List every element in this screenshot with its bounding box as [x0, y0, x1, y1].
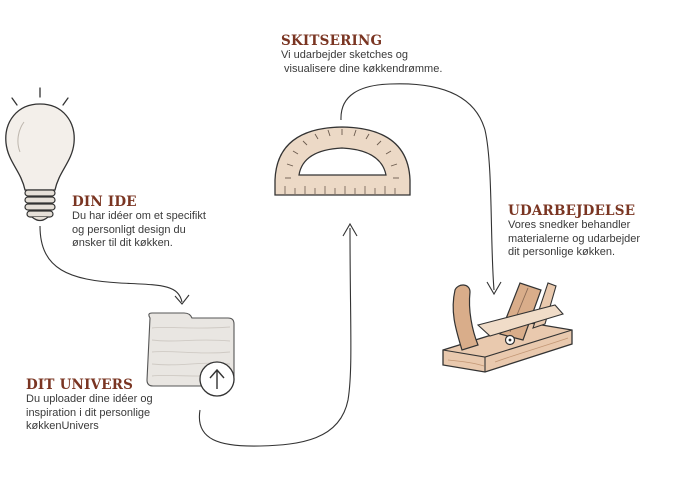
folder-upload-icon	[146, 312, 235, 397]
step-idea-line: ønsker til dit køkken.	[72, 237, 173, 249]
step-sketch-line: visualisere dine køkkendrømme.	[281, 62, 443, 75]
step-sketch-line: Vi udarbejder sketches og	[281, 49, 408, 61]
step-univers-line: køkkenUnivers	[26, 420, 99, 432]
step-make: UDARBEJDELSE Vores snedker behandler mat…	[508, 203, 676, 260]
wood-plane-icon	[442, 282, 573, 373]
step-univers-text: Du uploader dine idéer og inspiration i …	[26, 393, 216, 434]
step-make-line: dit personlige køkken.	[508, 246, 615, 258]
step-univers-line: inspiration i dit personlige	[26, 406, 151, 419]
step-univers-title: DIT UNIVERS	[26, 377, 134, 393]
step-make-line: Vores snedker behandler	[508, 219, 631, 231]
step-make-text: Vores snedker behandler materialerne og …	[508, 219, 676, 260]
connector-sketch-to-make	[340, 83, 495, 291]
step-make-line: materialerne og udarbejder	[508, 232, 641, 245]
step-idea-title: DIN IDE	[72, 194, 137, 210]
lightbulb-icon	[5, 87, 75, 222]
protractor-icon	[274, 126, 411, 196]
step-idea-line: og personligt design du	[72, 223, 186, 236]
step-idea: DIN IDE Du har idéer om et specifikt og …	[72, 194, 262, 251]
connector-univers-to-sketch	[198, 227, 352, 447]
step-idea-text: Du har idéer om et specifikt og personli…	[72, 210, 262, 251]
connector-idea-to-univers	[39, 225, 183, 303]
step-sketch: SKITSERING Vi udarbejder sketches og vis…	[281, 33, 521, 76]
step-make-title: UDARBEJDELSE	[508, 203, 636, 219]
step-univers: DIT UNIVERS Du uploader dine idéer og in…	[26, 377, 216, 434]
step-sketch-title: SKITSERING	[281, 33, 383, 49]
step-sketch-text: Vi udarbejder sketches og visualisere di…	[281, 49, 521, 76]
step-idea-line: Du har idéer om et specifikt	[72, 210, 206, 222]
step-univers-line: Du uploader dine idéer og	[26, 393, 153, 405]
